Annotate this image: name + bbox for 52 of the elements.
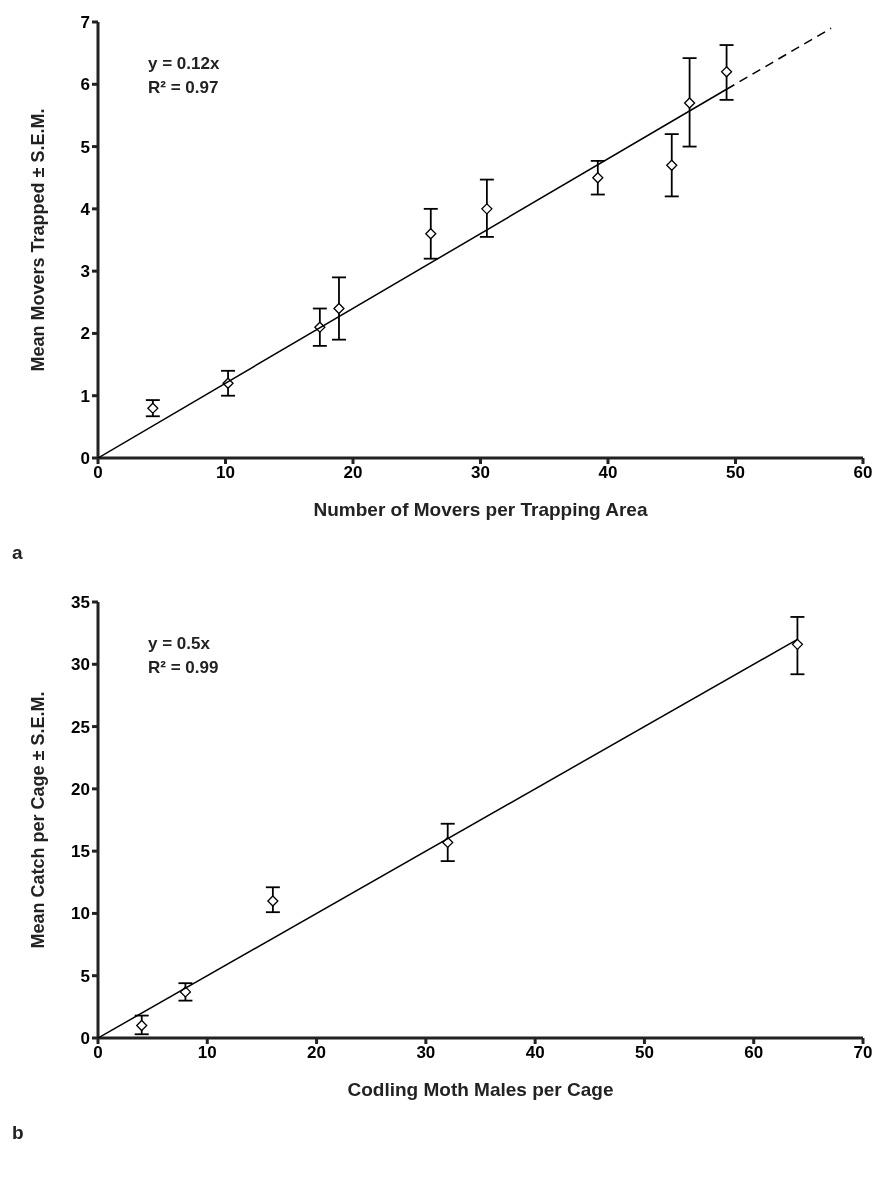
point [683,97,696,109]
x-tick-label: 30 [471,463,490,483]
x-tick-label: 40 [525,1043,545,1063]
y-tick-label: 30 [71,655,90,675]
y-tick-label: 6 [80,75,90,95]
x-tick-label: 20 [307,1043,327,1063]
x-tick-label: 10 [197,1043,217,1063]
y-tick-label: 3 [80,262,90,282]
y-tick-label: 7 [80,13,90,33]
y-tick-label: 4 [80,199,91,219]
x-tick-label: 30 [416,1043,436,1063]
annotation: R² = 0.99 [148,657,219,679]
y-tick-label: 0 [80,449,90,469]
x-tick-label: 40 [598,463,618,483]
y-tick-label: 15 [71,842,90,862]
text: b [12,1122,24,1144]
y-tick-label: 25 [71,717,90,737]
x-tick-label: 0 [93,1043,103,1063]
annotation: R² = 0.97 [148,77,220,99]
x-axis-title: Codling Moth Males per Cage [347,1079,614,1100]
y-tick-label: 0 [80,1029,90,1049]
point [136,1019,148,1032]
y-axis-title: Mean Movers Trapped ± S.E.M. [28,108,49,372]
y-tick-label: 5 [80,966,90,986]
x-axis-title: Number of Movers per Trapping Area [313,499,648,520]
point [666,159,678,171]
point [425,228,437,240]
x-tick-label: 60 [853,463,873,483]
x-tick-label: 10 [216,463,235,483]
text: a [12,542,23,564]
point [791,638,804,650]
y-tick-label: 10 [71,904,90,924]
x-tick-label: 50 [726,463,745,483]
y-tick-label: 5 [80,137,90,157]
x-tick-label: 60 [744,1043,764,1063]
point [592,172,604,184]
point [333,302,345,315]
x-tick-label: 0 [93,463,103,483]
point [720,66,733,78]
annotation: y = 0.12x [148,53,220,75]
point [147,402,159,414]
y-tick-label: 1 [80,386,90,406]
point [481,203,493,215]
x-tick-label: 50 [634,1043,654,1063]
y-axis-title: Mean Catch per Cage ± S.E.M. [28,691,49,949]
point [267,895,279,907]
y-tick-label: 2 [80,324,90,344]
x-tick-label: 70 [853,1043,873,1063]
x-tick-label: 20 [343,463,363,483]
annotation: y = 0.5x [148,633,211,655]
y-tick-label: 35 [71,593,90,613]
y-tick-label: 20 [71,779,90,799]
